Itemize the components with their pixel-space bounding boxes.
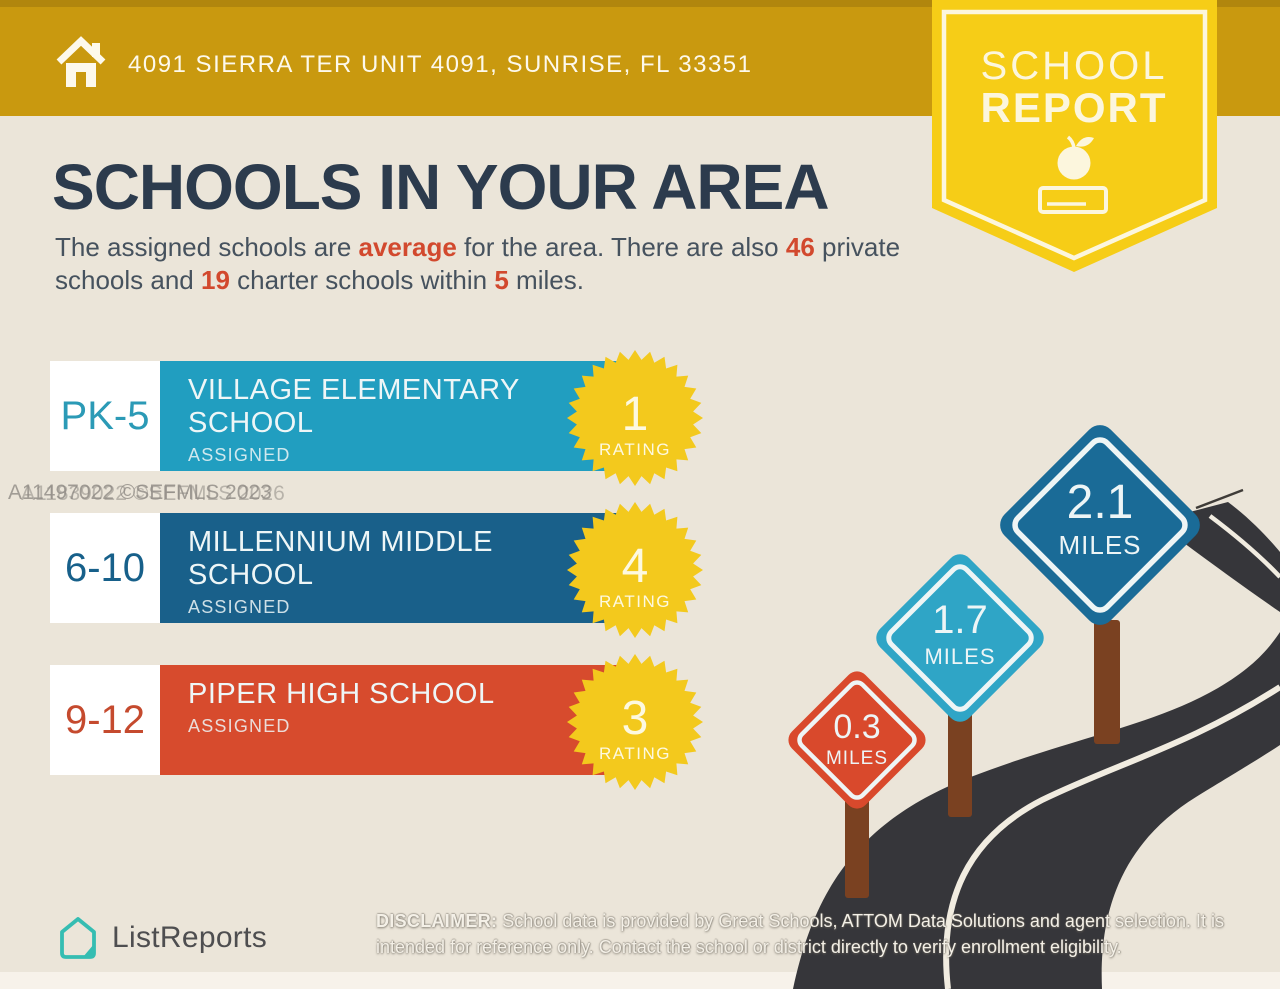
grade-range: PK-5 [50,361,160,471]
school-name: PIPER HIGH SCHOOL [188,678,495,710]
road-upper-line [1208,514,1280,579]
intro-text: The assigned schools are [55,232,359,262]
intro-text: miles. [508,265,584,296]
page-title: SCHOOLS IN YOUR AREA [52,151,830,223]
starburst-icon [567,654,703,790]
listreports-brand: ListReports [56,913,267,963]
logo-fold [83,944,94,957]
sign-diamond [876,554,1044,722]
ribbon-line1: SCHOOL [981,44,1168,88]
sign-unit: MILES [924,644,995,669]
rating-value: 4 [622,540,649,593]
school-report-ribbon: SCHOOL REPORT [932,0,1217,272]
rating-badge: 1 RATING [567,350,703,486]
sign-diamond [1000,425,1200,625]
sign-border [886,564,1034,712]
disclaimer-text: DISCLAIMER: School data is provided by G… [376,908,1276,960]
sign-distance: 2.1 [1067,476,1134,529]
grade-range: 6-10 [50,513,160,623]
ribbon-inner-border [941,9,1208,261]
intro-text: for the area. There are also [456,232,786,262]
intro-highlight-charter-count: 19 [200,265,230,296]
school-row-high: 9-12 PIPER HIGH SCHOOL ASSIGNED 3 RATING [50,654,750,790]
rating-badge: 4 RATING [567,502,703,638]
assigned-label: ASSIGNED [188,444,291,465]
listreports-logo-icon [60,917,96,959]
rating-label: RATING [599,440,671,459]
intro-highlight-private-count: 46 [785,232,815,262]
intro-highlight-average: average [358,232,457,262]
rating-value: 3 [622,692,649,745]
intro-text: charter schools within [229,265,495,296]
sign-unit: MILES [826,748,888,769]
school-row-middle: 6-10 MILLENNIUM MIDDLE SCHOOL ASSIGNED 4… [50,502,750,638]
intro-text: private schools and [55,232,901,296]
grade-range: 9-12 [50,665,160,775]
brand-name: ListReports [112,921,268,954]
intro-highlight-radius: 5 [494,265,509,296]
distance-sign-2-1-miles: 2.1 MILES [1000,425,1200,625]
school-row-elementary: PK-5 VILLAGE ELEMENTARY SCHOOL ASSIGNED … [50,350,750,486]
mls-watermark-text: A11497022 ©SEFMLS 2023 [8,481,272,504]
sign-border [1012,437,1188,613]
school-bar: VILLAGE ELEMENTARY SCHOOL ASSIGNED [160,361,638,471]
sign-distance: 1.7 [932,598,988,642]
intro-paragraph: The assigned schools are average for the… [55,231,905,298]
distance-sign-1-7-miles: 1.7 MILES [876,554,1044,722]
bottom-margin-strip [0,972,1280,989]
starburst-icon [567,502,703,638]
rating-label: RATING [599,592,671,611]
school-name: MILLENNIUM MIDDLE SCHOOL [188,526,493,591]
rating-label: RATING [599,744,671,763]
mls-watermark-text: A11839022 ©SEFMLS 2026 [21,482,285,505]
sign-distance: 0.3 [833,708,880,746]
disclaimer-body: School data is provided by Great Schools… [376,911,1225,958]
sign-diamond [788,671,926,809]
home-icon [56,36,106,87]
sign-border [797,680,917,800]
disclaimer-label: DISCLAIMER: [376,911,498,931]
sign-post [1094,620,1120,744]
property-address: 4091 SIERRA TER UNIT 4091, SUNRISE, FL 3… [128,51,753,78]
starburst-icon [567,350,703,486]
assigned-label: ASSIGNED [188,596,291,617]
school-bar: MILLENNIUM MIDDLE SCHOOL ASSIGNED [160,513,638,623]
sign-unit: MILES [1058,530,1141,560]
school-bar: PIPER HIGH SCHOOL ASSIGNED [160,665,638,775]
apple-on-book-icon [1038,135,1108,214]
ribbon-shape [932,0,1217,272]
school-name: VILLAGE ELEMENTARY SCHOOL [188,374,520,439]
rating-badge: 3 RATING [567,654,703,790]
distance-sign-0-3-miles: 0.3 MILES [788,671,926,809]
ribbon-line2: REPORT [980,84,1167,131]
mls-watermark: A11497022 ©SEFMLS 2023 A11839022 ©SEFMLS… [8,481,408,511]
rating-value: 1 [622,388,649,441]
assigned-label: ASSIGNED [188,715,291,736]
